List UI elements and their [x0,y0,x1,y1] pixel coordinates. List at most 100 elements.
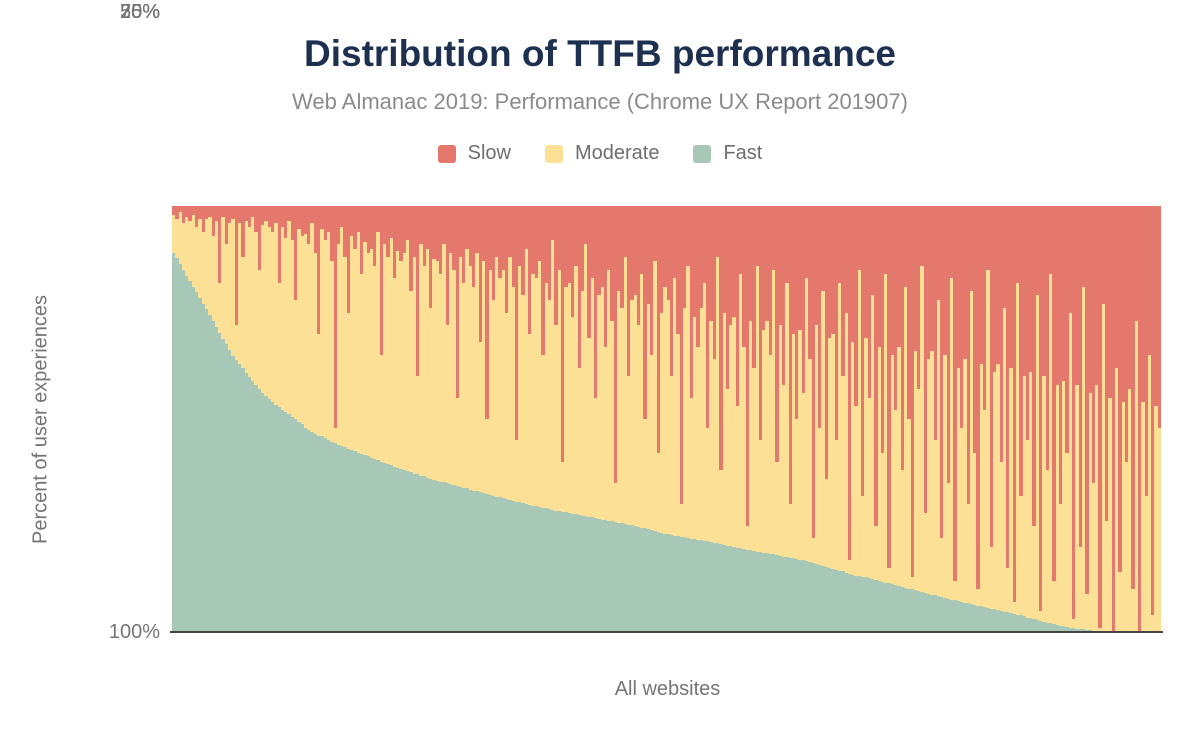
bar-segment-slow [511,206,515,287]
bar-segment-fast [910,589,914,632]
bar-segment-moderate [959,427,964,603]
bar-segment-fast [1029,618,1033,632]
bar-website-271 [1065,206,1069,632]
bar-website-89 [465,206,469,632]
bar-segment-moderate [923,512,927,593]
bar-segment-moderate [854,406,858,576]
bar-segment-fast [323,438,327,632]
bar-segment-slow [237,206,242,224]
y-tick-75: 75% [119,1,160,23]
bar-segment-slow [814,206,819,326]
bar-website-288 [1121,206,1125,632]
bar-segment-slow [491,206,496,300]
bar-segment-fast [356,452,360,632]
bar-segment-moderate [267,227,271,399]
bar-segment-slow [877,206,881,347]
bar-segment-moderate [699,308,703,541]
bar-website-87 [458,206,463,632]
bar-segment-moderate [541,355,545,508]
bar-segment-slow [923,206,927,513]
bar-segment-slow [178,206,182,213]
bar-segment-moderate [422,265,426,477]
bar-segment-fast [861,576,865,632]
bar-segment-fast [676,536,680,632]
bar-website-239 [959,206,964,632]
bar-segment-fast [369,457,374,632]
bar-website-111 [537,206,542,632]
bar-segment-fast [504,499,509,632]
bar-segment-moderate [801,393,805,561]
bar-segment-moderate [317,333,321,437]
bar-website-55 [353,206,357,632]
bar-website-36 [290,206,294,632]
bar-segment-moderate [778,325,782,556]
bar-segment-moderate [320,229,324,437]
bar-segment-slow [857,206,862,270]
bar-segment-moderate [1012,602,1016,614]
bar-segment-moderate [524,248,529,505]
bar-website-83 [445,206,449,632]
bar-segment-fast [811,562,815,632]
bar-segment-fast [633,525,637,632]
bar-website-98 [495,206,499,632]
bar-segment-moderate [1035,295,1040,621]
bar-segment-fast [287,414,291,632]
bar-segment-slow [1062,206,1066,381]
bar-segment-fast [1019,615,1023,632]
bar-segment-moderate [228,223,232,350]
bar-website-134 [613,206,618,632]
bar-segment-slow [1042,206,1046,377]
bar-segment-fast [745,549,749,632]
bar-segment-fast [1009,612,1013,632]
bar-segment-slow [356,206,360,232]
bar-segment-slow [310,206,314,224]
bar-website-261 [1032,206,1036,632]
bar-website-140 [633,206,637,632]
bar-website-102 [508,206,512,632]
bar-segment-fast [689,538,693,632]
bar-segment-moderate [445,325,449,484]
bar-segment-slow [534,206,538,279]
bar-segment-moderate [178,212,182,265]
bar-segment-moderate [841,376,845,572]
bar-segment-fast [577,514,581,632]
bar-segment-slow [389,206,393,238]
bar-website-286 [1114,206,1119,632]
bar-segment-slow [851,206,855,343]
bar-website-64 [383,206,387,632]
bar-segment-moderate [1098,627,1102,632]
bar-segment-slow [251,206,255,217]
bar-segment-slow [884,206,888,275]
bar-segment-moderate [340,227,344,446]
bar-segment-slow [943,206,947,356]
bar-segment-slow [903,206,908,287]
bar-website-187 [788,206,792,632]
bar-website-4 [185,206,189,632]
bar-segment-fast [1012,613,1016,632]
bar-segment-slow [514,206,519,441]
bar-segment-fast [821,565,825,632]
bar-segment-fast [877,580,881,632]
bar-segment-moderate [722,312,726,545]
bar-segment-slow [465,206,469,249]
bar-website-113 [544,206,548,632]
bar-segment-fast [870,579,875,632]
bar-website-46 [323,206,327,632]
bar-website-272 [1068,206,1073,632]
bar-segment-slow [478,206,482,343]
bar-segment-moderate [1019,495,1023,616]
bar-segment-moderate [1108,397,1112,632]
bar-segment-moderate [943,355,947,598]
bar-segment-moderate [1075,384,1079,629]
bar-website-145 [650,206,654,632]
bar-segment-moderate [630,299,634,526]
bar-segment-slow [204,206,209,219]
bar-segment-moderate [537,261,542,508]
bar-segment-fast [221,338,225,632]
bar-segment-slow [999,206,1003,462]
bar-segment-moderate [257,269,262,390]
bar-segment-moderate [508,257,512,500]
bar-website-49 [333,206,337,632]
bar-segment-slow [541,206,545,356]
bar-website-231 [933,206,937,632]
